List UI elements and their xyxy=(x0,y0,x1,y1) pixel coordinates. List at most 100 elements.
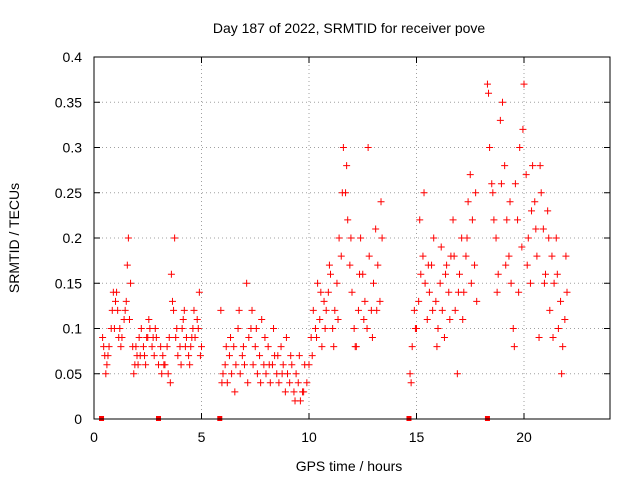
data-point xyxy=(425,288,433,296)
data-point xyxy=(372,225,380,233)
data-point xyxy=(464,198,472,206)
data-point xyxy=(466,171,474,179)
data-point xyxy=(463,234,471,242)
data-point xyxy=(537,189,545,197)
data-point xyxy=(124,234,132,242)
data-point xyxy=(546,306,554,314)
data-point xyxy=(256,352,264,360)
data-point xyxy=(423,315,431,323)
data-point xyxy=(544,207,552,215)
data-point xyxy=(374,261,382,269)
y-tick-label: 0.05 xyxy=(55,366,82,382)
data-point xyxy=(241,361,248,369)
data-point xyxy=(559,343,567,351)
data-point xyxy=(145,315,153,323)
data-point xyxy=(157,343,165,351)
data-point xyxy=(514,216,522,224)
data-point xyxy=(516,144,524,151)
data-point xyxy=(490,216,498,224)
data-point xyxy=(519,125,527,133)
data-point xyxy=(496,116,504,124)
data-point xyxy=(117,343,125,351)
data-point xyxy=(324,288,332,296)
data-point xyxy=(317,288,325,296)
y-tick-label: 0.3 xyxy=(63,140,83,156)
data-point xyxy=(417,270,425,278)
data-point xyxy=(329,325,337,332)
data-point xyxy=(262,370,270,378)
data-point xyxy=(185,352,193,360)
chart-title: Day 187 of 2022, SRMTID for receiver pov… xyxy=(213,20,486,36)
data-point xyxy=(407,379,415,387)
data-point xyxy=(483,80,491,88)
data-point xyxy=(446,315,454,323)
data-point xyxy=(558,370,566,378)
data-point xyxy=(330,343,338,351)
data-point xyxy=(100,343,108,351)
data-point xyxy=(337,252,345,260)
data-point xyxy=(168,297,176,305)
data-point xyxy=(173,325,181,332)
data-point xyxy=(150,352,158,360)
data-point xyxy=(305,361,313,369)
data-point xyxy=(346,261,354,269)
data-point xyxy=(164,370,172,378)
data-point xyxy=(406,370,414,378)
data-point xyxy=(494,270,502,278)
data-point xyxy=(190,306,198,314)
data-point xyxy=(227,334,235,342)
data-point xyxy=(198,343,205,351)
data-point xyxy=(459,315,467,323)
data-point xyxy=(172,334,180,342)
data-point xyxy=(163,343,171,351)
data-point xyxy=(142,361,150,369)
data-point xyxy=(486,144,494,151)
data-point xyxy=(321,325,329,332)
data-point xyxy=(493,288,501,296)
data-point xyxy=(239,343,247,351)
data-point xyxy=(171,234,179,242)
data-point xyxy=(238,352,246,360)
data-point xyxy=(275,379,283,387)
data-point xyxy=(151,325,159,332)
data-point xyxy=(357,234,365,242)
data-point xyxy=(177,361,185,369)
data-point xyxy=(468,216,476,224)
y-tick-label: 0.4 xyxy=(63,49,83,65)
data-point xyxy=(456,270,463,278)
data-point xyxy=(102,370,110,378)
data-point xyxy=(143,334,151,342)
data-point xyxy=(258,315,266,323)
data-point xyxy=(562,252,570,260)
data-point xyxy=(316,315,324,323)
data-point xyxy=(489,189,497,197)
data-point xyxy=(194,325,202,332)
data-point xyxy=(416,216,424,224)
data-point xyxy=(132,343,140,351)
data-point xyxy=(228,370,236,378)
data-point xyxy=(149,334,157,342)
data-point xyxy=(523,261,531,269)
data-point xyxy=(333,279,341,287)
data-point xyxy=(507,279,515,287)
data-point xyxy=(518,243,526,251)
data-point xyxy=(295,352,303,360)
data-point xyxy=(123,261,131,269)
data-point xyxy=(561,315,569,323)
y-tick-labels: 0 0.05 0.1 0.15 0.2 0.25 0.3 0.35 0.4 xyxy=(55,49,82,427)
data-point xyxy=(334,315,342,323)
data-point xyxy=(522,171,530,179)
data-point xyxy=(165,334,173,342)
x-axis-label: GPS time / hours xyxy=(296,458,403,474)
data-point xyxy=(265,361,273,369)
data-point xyxy=(232,361,240,369)
data-point xyxy=(356,270,364,278)
data-point xyxy=(115,334,123,342)
data-point xyxy=(553,270,561,278)
data-point xyxy=(502,261,510,269)
data-point xyxy=(492,234,500,242)
data-point xyxy=(531,198,539,206)
data-point xyxy=(274,352,282,360)
data-point xyxy=(535,334,543,342)
data-point xyxy=(245,334,253,342)
